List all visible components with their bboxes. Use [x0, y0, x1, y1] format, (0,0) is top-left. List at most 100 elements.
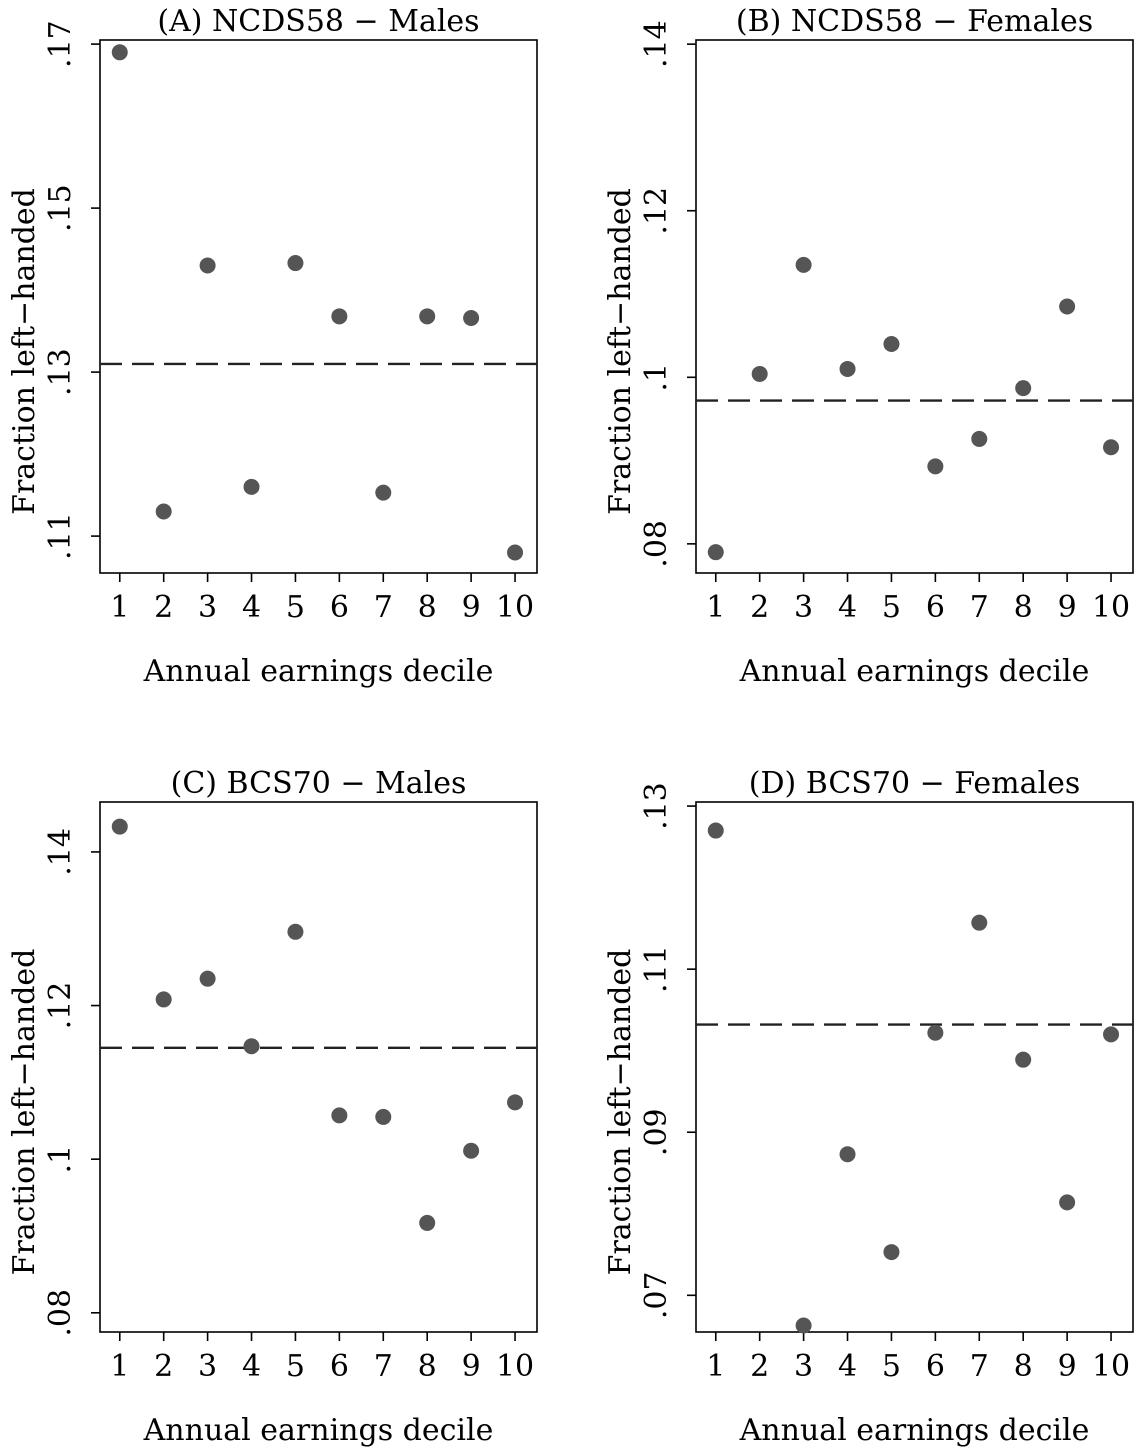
data-point [971, 914, 988, 931]
data-point [199, 257, 216, 274]
y-tick-label: .12 [639, 187, 674, 235]
y-tick-label: .12 [43, 982, 78, 1030]
x-axis-label: Annual earnings decile [739, 654, 1090, 689]
data-point [707, 544, 724, 561]
y-tick-label: .17 [43, 20, 78, 68]
data-point [839, 1146, 856, 1163]
x-tick-label: 7 [970, 1349, 989, 1384]
x-tick-label: 6 [926, 1349, 945, 1384]
x-tick-label: 7 [374, 590, 393, 625]
x-tick-label: 5 [286, 1349, 305, 1384]
x-tick-label: 1 [110, 1349, 129, 1384]
data-point [243, 478, 260, 495]
data-point [839, 360, 856, 377]
x-tick-label: 5 [286, 590, 305, 625]
x-tick-label: 10 [496, 590, 534, 625]
x-tick-label: 8 [418, 1349, 437, 1384]
x-tick-label: 10 [496, 1349, 534, 1384]
data-point [927, 1024, 944, 1041]
data-point [1015, 1051, 1032, 1068]
x-tick-label: 10 [1092, 1349, 1130, 1384]
x-tick-label: 4 [242, 590, 261, 625]
x-tick-label: 6 [330, 590, 349, 625]
y-tick-label: .08 [43, 1289, 78, 1337]
data-point [507, 544, 524, 561]
x-tick-label: 8 [1014, 1349, 1033, 1384]
x-tick-label: 5 [882, 590, 901, 625]
x-tick-label: 1 [706, 1349, 725, 1384]
x-tick-label: 8 [418, 590, 437, 625]
x-tick-label: 4 [838, 1349, 857, 1384]
data-point [419, 308, 436, 325]
data-point [155, 991, 172, 1008]
y-tick-label: .08 [639, 520, 674, 568]
y-tick-label: .11 [639, 945, 674, 993]
panel-title: (C) BCS70 − Males [171, 766, 467, 801]
x-tick-label: 2 [154, 1349, 173, 1384]
x-axis-label: Annual earnings decile [143, 654, 494, 689]
data-point [1059, 1194, 1076, 1211]
x-axis-label: Annual earnings decile [143, 1413, 494, 1448]
x-tick-label: 2 [750, 590, 769, 625]
data-point [199, 970, 216, 987]
x-tick-label: 5 [882, 1349, 901, 1384]
x-axis-label: Annual earnings decile [739, 1413, 1090, 1448]
data-point [1103, 439, 1120, 456]
data-point [463, 309, 480, 326]
y-tick-label: .07 [639, 1271, 674, 1319]
data-point [707, 822, 724, 839]
data-point [1103, 1026, 1120, 1043]
y-tick-label: .14 [43, 828, 78, 876]
y-tick-label: .13 [639, 782, 674, 830]
panel-title: (A) NCDS58 − Males [157, 4, 479, 39]
data-point [287, 923, 304, 940]
data-point [375, 484, 392, 501]
plot-frame [695, 39, 1134, 574]
data-point [331, 308, 348, 325]
y-tick-label: .1 [43, 1145, 78, 1174]
data-point [883, 335, 900, 352]
y-axis-label: Fraction left−handed [603, 949, 638, 1276]
x-tick-label: 9 [1058, 1349, 1077, 1384]
data-point [375, 1108, 392, 1125]
x-tick-label: 9 [462, 1349, 481, 1384]
x-tick-label: 3 [794, 1349, 813, 1384]
y-tick-label: .15 [43, 184, 78, 232]
panel-title: (D) BCS70 − Females [749, 766, 1081, 801]
y-tick-label: .13 [43, 348, 78, 396]
y-axis-label: Fraction left−handed [603, 188, 638, 515]
x-tick-label: 10 [1092, 590, 1130, 625]
y-axis-label: Fraction left−handed [7, 949, 42, 1276]
data-point [155, 503, 172, 520]
panel-d: (D) BCS70 − Females 1 2 3 4 5 6 7 8 9 10 .07 .09 .11.… [603, 766, 1134, 1448]
data-point [883, 1244, 900, 1261]
x-tick-label: 6 [330, 1349, 349, 1384]
y-tick-label: .14 [639, 20, 674, 68]
plot-frame [695, 801, 1134, 1333]
plot-frame [99, 39, 538, 574]
x-tick-label: 7 [970, 590, 989, 625]
x-tick-label: 3 [198, 590, 217, 625]
data-point [111, 818, 128, 835]
x-tick-label: 1 [706, 590, 725, 625]
data-point [751, 365, 768, 382]
data-point [795, 1317, 812, 1334]
x-tick-label: 3 [198, 1349, 217, 1384]
data-point [1059, 298, 1076, 315]
x-tick-label: 9 [462, 590, 481, 625]
x-tick-label: 2 [154, 590, 173, 625]
panel-a: (A) NCDS58 − Males 1 2 3 4 5 6 7 8 9 10 .11 .13 .15 .1… [7, 4, 538, 689]
data-point [111, 44, 128, 61]
data-point [971, 430, 988, 447]
data-point [287, 255, 304, 272]
x-tick-label: 9 [1058, 590, 1077, 625]
panel-b: (B) NCDS58 − Females 1 2 3 4 5 6 7 8 9 10 .08 .1 .12.… [603, 4, 1134, 689]
data-point [927, 458, 944, 475]
x-tick-label: 2 [750, 1349, 769, 1384]
x-tick-label: 3 [794, 590, 813, 625]
x-tick-label: 7 [374, 1349, 393, 1384]
x-tick-label: 8 [1014, 590, 1033, 625]
x-tick-label: 4 [242, 1349, 261, 1384]
data-point [1015, 380, 1032, 397]
data-point [795, 256, 812, 273]
